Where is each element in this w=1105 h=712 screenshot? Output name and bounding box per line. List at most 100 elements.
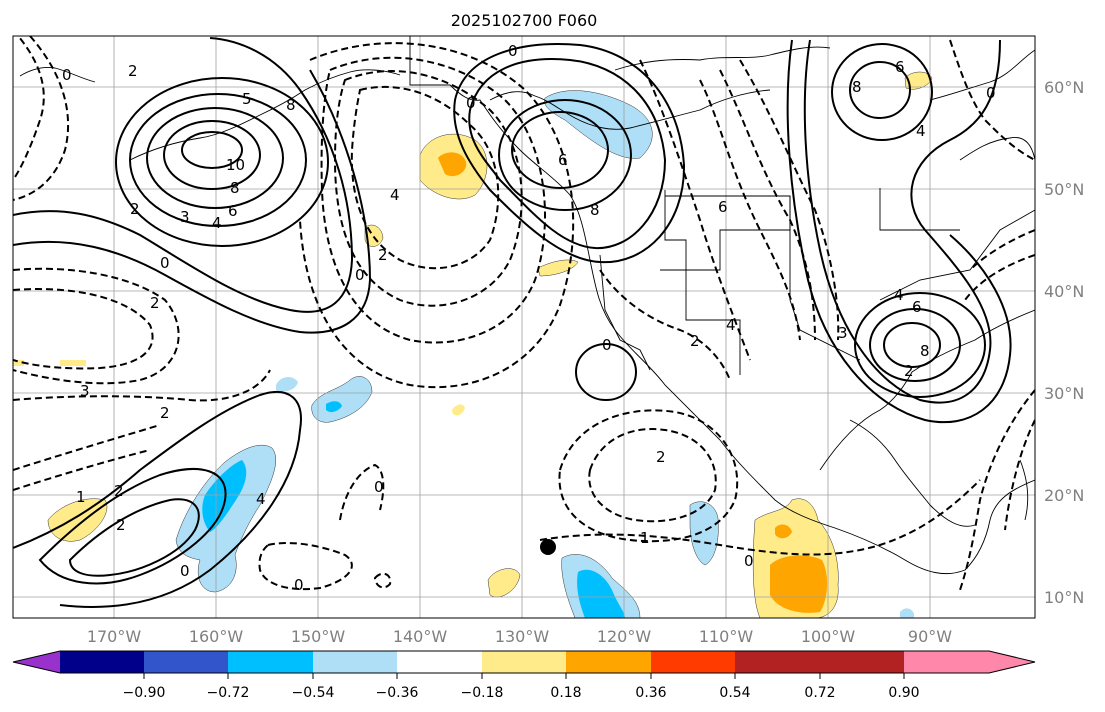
map-frame bbox=[12, 35, 1036, 619]
contour-label: 2 bbox=[150, 294, 160, 312]
contour-label: 5 bbox=[242, 90, 252, 108]
colorbar-segment bbox=[397, 651, 482, 673]
colorbar-tick-label: 0.72 bbox=[804, 685, 835, 701]
contour-label: 2 bbox=[690, 332, 700, 350]
colorbar-segment bbox=[144, 651, 228, 673]
contour-label: 8 bbox=[590, 201, 600, 219]
map-area: 0 2 5 8 10 8 6 4 3 2 0 2 3 2 0 2 0 0 4 6… bbox=[13, 36, 1035, 618]
shade-positive bbox=[60, 360, 86, 366]
contour-label: 6 bbox=[558, 151, 568, 169]
shade-negative bbox=[276, 376, 298, 392]
colorbar-segment bbox=[482, 651, 566, 673]
lon-label: 120°W bbox=[597, 627, 652, 646]
lon-label: 90°W bbox=[908, 627, 952, 646]
contour-label: 8 bbox=[286, 96, 296, 114]
shade-negative bbox=[689, 501, 719, 566]
lon-label: 160°W bbox=[189, 627, 244, 646]
colorbar-extend-low bbox=[13, 651, 60, 673]
contour-label: 2 bbox=[378, 246, 388, 264]
contour-label: 8 bbox=[230, 179, 240, 197]
shade-positive-strong bbox=[438, 152, 467, 177]
contour-label: 2 bbox=[114, 482, 124, 500]
colorbar-tick-label: 0.18 bbox=[550, 685, 581, 701]
colorbar-outline bbox=[12, 650, 1036, 674]
contour-label: 0 bbox=[355, 266, 365, 284]
contour-label: 0 bbox=[374, 478, 384, 496]
contour-label: 0 bbox=[986, 84, 996, 102]
lon-label: 100°W bbox=[801, 627, 856, 646]
lon-label: 170°W bbox=[87, 627, 142, 646]
shade-negative bbox=[544, 90, 653, 159]
shading-layer bbox=[13, 71, 933, 618]
contour-label: 1 bbox=[640, 529, 650, 547]
shade-positive bbox=[904, 71, 933, 90]
colorbar-tick-label: 0.90 bbox=[888, 685, 919, 701]
contour-label: 4 bbox=[212, 214, 222, 232]
dashed-contours bbox=[13, 36, 1035, 591]
colorbar-tick-label: −0.54 bbox=[292, 685, 335, 701]
location-dot-marker bbox=[540, 539, 556, 555]
shade-positive bbox=[47, 498, 108, 542]
colorbar-segment bbox=[651, 651, 735, 673]
contour-label: 0 bbox=[62, 66, 72, 84]
contour-label: 2 bbox=[656, 448, 666, 466]
colorbar-tick-label: −0.36 bbox=[376, 685, 419, 701]
shade-negative bbox=[175, 444, 276, 593]
colorbar-segment bbox=[60, 651, 144, 673]
lat-label: 50°N bbox=[1044, 180, 1084, 199]
colorbar-tick-label: −0.90 bbox=[123, 685, 166, 701]
contour-label: 4 bbox=[256, 490, 266, 508]
shade-negative bbox=[311, 376, 373, 423]
contour-label: 0 bbox=[294, 576, 304, 594]
contour-label: 0 bbox=[602, 336, 612, 354]
contour-label: 0 bbox=[180, 562, 190, 580]
colorbar-ticks bbox=[143, 673, 905, 679]
contour-label: 6 bbox=[228, 202, 238, 220]
lat-label: 40°N bbox=[1044, 282, 1084, 301]
colorbar-segment bbox=[820, 651, 904, 673]
contour-label: 1 bbox=[76, 488, 86, 506]
colorbar-segment bbox=[313, 651, 397, 673]
lon-label: 140°W bbox=[393, 627, 448, 646]
colorbar-tick-label: 0.54 bbox=[719, 685, 750, 701]
colorbar-extend-high bbox=[904, 651, 1035, 673]
shade-negative-mid bbox=[202, 460, 247, 532]
contour-label: 0 bbox=[508, 42, 518, 60]
lat-label: 10°N bbox=[1044, 588, 1084, 607]
colorbar-segment bbox=[566, 651, 651, 673]
contour-label: 0 bbox=[466, 94, 476, 112]
contour-label: 8 bbox=[920, 342, 930, 360]
solid-contours bbox=[13, 37, 1012, 608]
contour-label: 4 bbox=[390, 186, 400, 204]
shade-negative-mid bbox=[577, 569, 625, 618]
contour-label: 3 bbox=[838, 324, 848, 342]
contour-label: 2 bbox=[128, 62, 138, 80]
shade-positive-strong bbox=[770, 555, 828, 613]
shade-negative bbox=[900, 608, 914, 618]
shade-positive-strong bbox=[775, 524, 792, 539]
lon-label: 150°W bbox=[291, 627, 346, 646]
shade-positive bbox=[537, 259, 579, 277]
contour-label: 3 bbox=[180, 208, 190, 226]
figure-title: 2025102700 F060 bbox=[451, 11, 598, 30]
lat-label: 30°N bbox=[1044, 384, 1084, 403]
contour-label: 2 bbox=[116, 516, 126, 534]
contour-label: 10 bbox=[226, 156, 245, 174]
shade-positive bbox=[452, 404, 465, 416]
lon-label: 130°W bbox=[495, 627, 550, 646]
contour-labels: 0 2 5 8 10 8 6 4 3 2 0 2 3 2 0 2 0 0 4 6… bbox=[62, 42, 996, 594]
lat-label: 60°N bbox=[1044, 78, 1084, 97]
colorbar-segment bbox=[228, 651, 313, 673]
contour-label: 6 bbox=[718, 198, 728, 216]
lon-label: 110°W bbox=[699, 627, 754, 646]
contour-label: 8 bbox=[852, 78, 862, 96]
colorbar-tick-label: 0.36 bbox=[635, 685, 666, 701]
contour-label: 3 bbox=[80, 382, 90, 400]
lat-labels: 60°N 50°N 40°N 30°N 20°N 10°N bbox=[1044, 78, 1084, 607]
colorbar: −0.90 −0.72 −0.54 −0.36 −0.18 0.18 0.36 … bbox=[12, 650, 1036, 701]
lon-labels: 170°W 160°W 150°W 140°W 130°W 120°W 110°… bbox=[87, 627, 952, 646]
colorbar-segment bbox=[735, 651, 820, 673]
contour-label: 4 bbox=[894, 286, 904, 304]
contour-label: 6 bbox=[912, 298, 922, 316]
